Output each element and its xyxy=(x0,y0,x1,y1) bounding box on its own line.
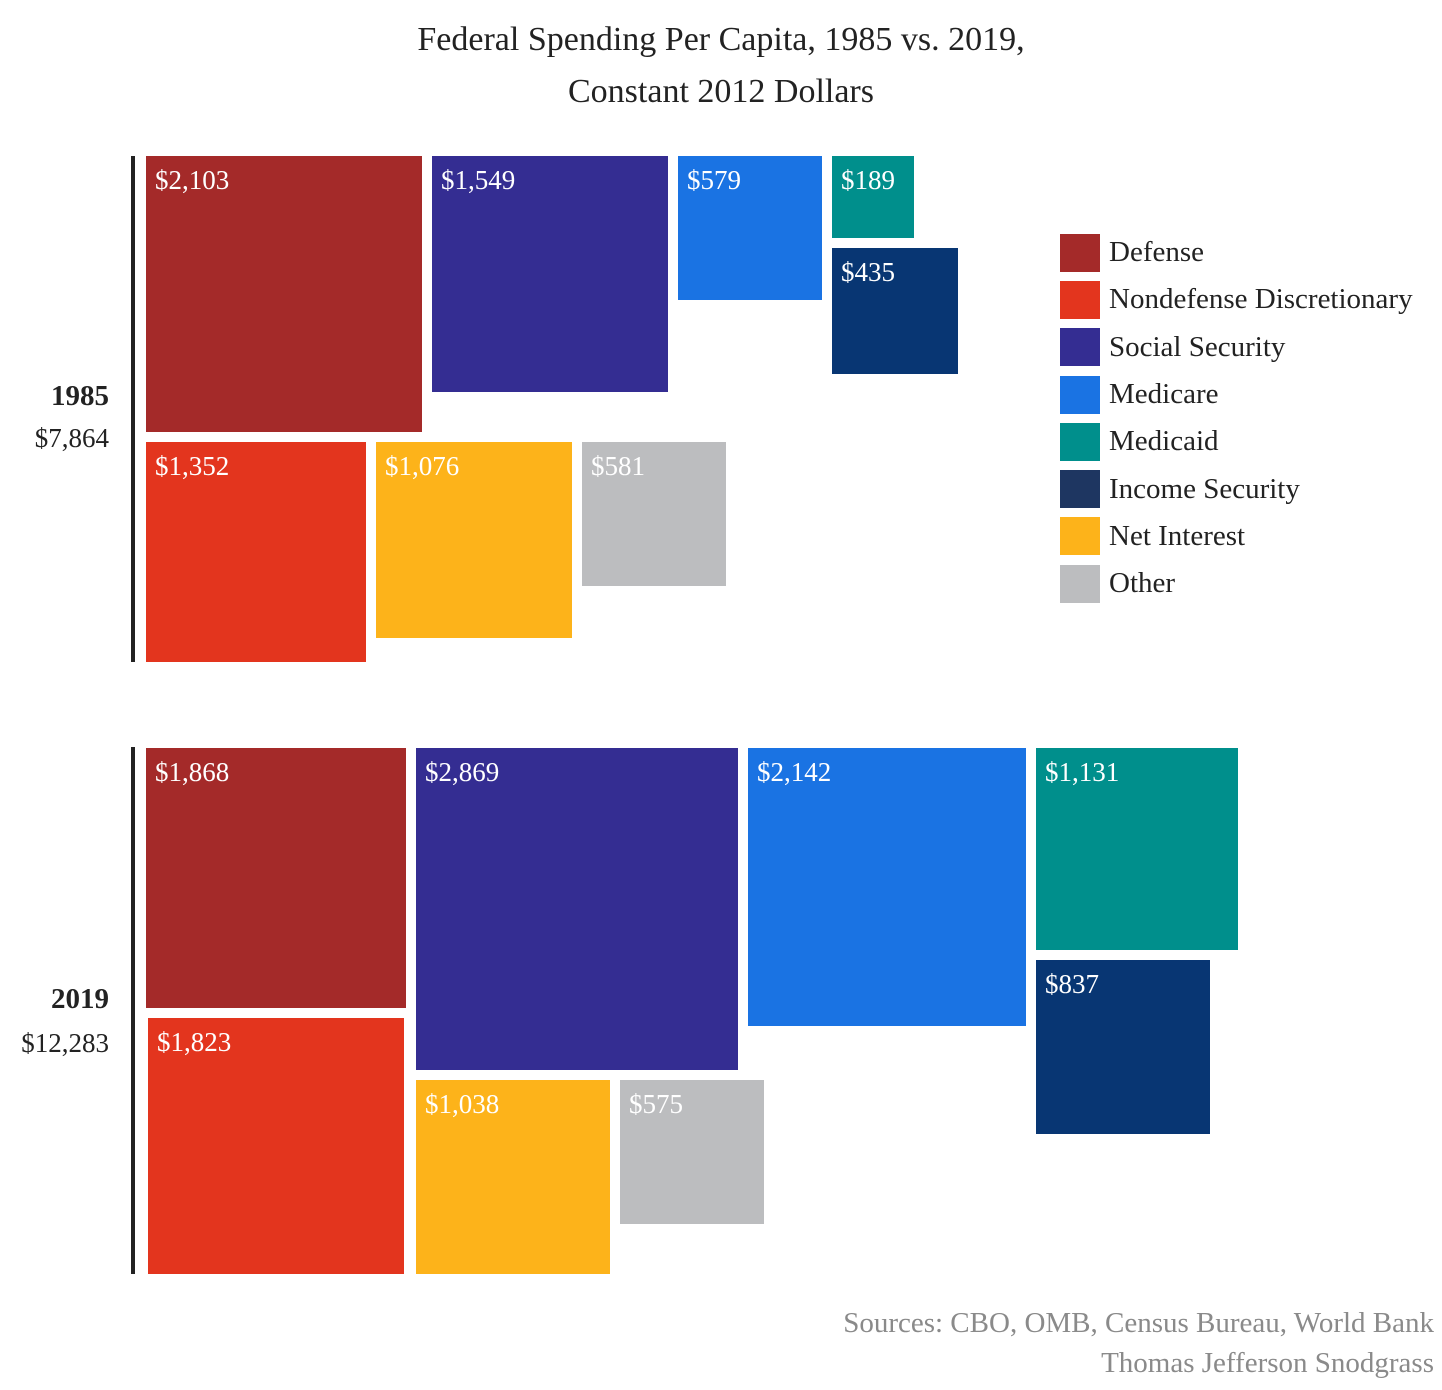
legend-swatch xyxy=(1060,233,1100,272)
legend-swatch xyxy=(1060,517,1100,556)
value-label-other-1985: $581 xyxy=(591,451,645,481)
legend-item-social-security: Social Security xyxy=(1060,324,1413,371)
box-medicaid-1985 xyxy=(832,156,914,238)
legend-label: Medicaid xyxy=(1109,425,1219,458)
value-label-income-security-2019: $837 xyxy=(1045,969,1099,999)
box-medicaid-2019 xyxy=(1036,748,1238,950)
sources-text: Sources: CBO, OMB, Census Bureau, World … xyxy=(843,1307,1434,1339)
total-label: $12,283 xyxy=(21,1028,109,1058)
legend-swatch xyxy=(1060,470,1100,509)
chart-title: Federal Spending Per Capita, 1985 vs. 20… xyxy=(0,14,1442,118)
value-label-medicare-2019: $2,142 xyxy=(757,757,831,787)
box-income-security-2019 xyxy=(1036,960,1210,1134)
value-label-defense-1985: $2,103 xyxy=(155,165,229,195)
box-net-interest-2019 xyxy=(416,1080,610,1274)
legend-label: Medicare xyxy=(1109,378,1219,411)
box-nondefense-discretionary-1985 xyxy=(146,442,366,662)
value-label-other-2019: $575 xyxy=(629,1089,683,1119)
year-label: 1985 xyxy=(51,380,109,412)
year-label: 2019 xyxy=(51,983,109,1015)
legend-item-nondefense-discretionary: Nondefense Discretionary xyxy=(1060,276,1413,323)
legend-swatch xyxy=(1060,375,1100,414)
author-text: Thomas Jefferson Snodgrass xyxy=(1101,1347,1434,1379)
value-label-social-security-2019: $2,869 xyxy=(425,757,499,787)
value-label-social-security-1985: $1,549 xyxy=(441,165,515,195)
value-label-medicaid-2019: $1,131 xyxy=(1045,757,1119,787)
legend-item-medicare: Medicare xyxy=(1060,371,1413,418)
legend-swatch xyxy=(1060,564,1100,603)
box-medicare-2019 xyxy=(748,748,1026,1026)
value-label-medicare-1985: $579 xyxy=(687,165,741,195)
box-net-interest-1985 xyxy=(376,442,572,638)
total-label: $7,864 xyxy=(35,423,110,453)
box-medicare-1985 xyxy=(678,156,822,300)
legend-label: Defense xyxy=(1109,236,1205,269)
box-social-security-2019 xyxy=(416,748,738,1070)
group-2019: 2019 $12,283 $1,868 $2,869 $2,142 $1,131 $837 $… xyxy=(21,747,1238,1274)
legend-label: Nondefense Discretionary xyxy=(1109,283,1413,316)
value-label-income-security-1985: $435 xyxy=(841,257,895,287)
box-nondefense-discretionary-2019 xyxy=(148,1018,404,1274)
legend-label: Net Interest xyxy=(1109,519,1246,552)
value-label-defense-2019: $1,868 xyxy=(155,757,229,787)
group-1985: 1985 $7,864 $2,103 $1,549 $579 $189 $435 $1,352… xyxy=(35,156,958,662)
source-note: Sources: CBO, OMB, Census Bureau, World … xyxy=(843,1303,1434,1383)
box-other-1985 xyxy=(582,442,726,586)
chart-subtitle: Constant 2012 Dollars xyxy=(568,73,874,110)
chart-title-line1: Federal Spending Per Capita, 1985 vs. 20… xyxy=(417,21,1025,58)
legend-item-other: Other xyxy=(1060,560,1413,607)
legend-label: Social Security xyxy=(1109,330,1286,363)
box-social-security-1985 xyxy=(432,156,668,392)
legend-item-medicaid: Medicaid xyxy=(1060,418,1413,465)
legend-item-net-interest: Net Interest xyxy=(1060,513,1413,560)
box-defense-2019 xyxy=(146,748,406,1008)
legend-item-defense: Defense xyxy=(1060,229,1413,276)
value-label-nondefense-discretionary-1985: $1,352 xyxy=(155,451,229,481)
legend-label: Other xyxy=(1109,567,1176,600)
box-other-2019 xyxy=(620,1080,764,1224)
value-label-nondefense-discretionary-2019: $1,823 xyxy=(157,1027,231,1057)
legend-swatch xyxy=(1060,280,1100,319)
value-label-net-interest-1985: $1,076 xyxy=(385,451,459,481)
value-label-medicaid-1985: $189 xyxy=(841,165,895,195)
legend-swatch xyxy=(1060,422,1100,461)
legend-label: Income Security xyxy=(1109,472,1300,505)
box-income-security-1985 xyxy=(832,248,958,374)
box-defense-1985 xyxy=(146,156,422,432)
legend-swatch xyxy=(1060,328,1100,367)
legend-item-income-security: Income Security xyxy=(1060,465,1413,512)
legend: Defense Nondefense Discretionary Social Se… xyxy=(1060,229,1413,607)
value-label-net-interest-2019: $1,038 xyxy=(425,1089,499,1119)
